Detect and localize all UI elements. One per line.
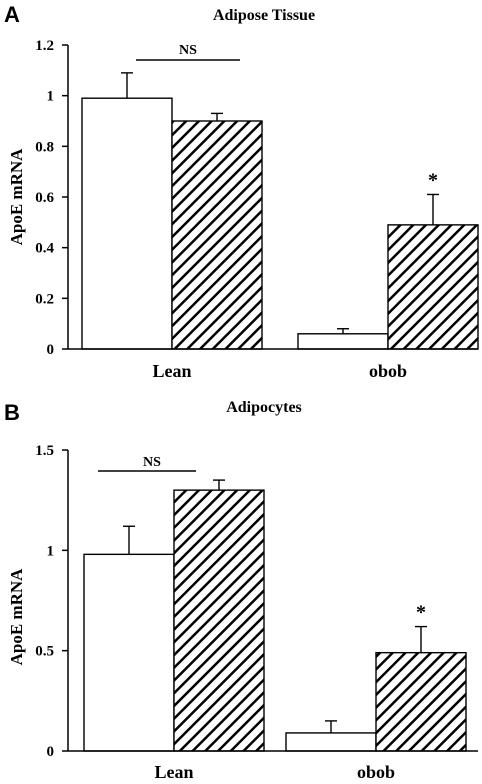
panel-b-y-tick-label: 0.5 [35, 644, 54, 660]
panel-a-category-label-lean: Lean [152, 361, 191, 381]
panel-b-bar-obob-series-2 [375, 651, 467, 752]
panel-a-y-tick-label: 1.2 [35, 38, 54, 54]
panel-b-bar-lean-series-2 [173, 489, 265, 752]
panel-a-title: Adipose Tissue [213, 7, 315, 24]
panel-a-y-tick-label: 0.4 [35, 241, 54, 257]
panel-a-letter: A [4, 2, 20, 27]
panel-a-bar-obob-series-1 [297, 333, 389, 350]
panel-b-ns-annotation: NS [143, 455, 161, 470]
panel-b-bar-obob-series-1 [285, 732, 377, 752]
panel-b-plot-area: Lean obob 0 0.5 1 1.5 NS * [35, 443, 478, 782]
panel-b-category-label-lean: Lean [154, 762, 193, 782]
panel-b-bar-lean-series-1 [83, 553, 175, 752]
panel-b-significance-asterisk: * [416, 602, 426, 624]
panel-a-y-tick-label: 0.6 [35, 190, 54, 206]
panel-a-bar-lean-series-1 [81, 97, 173, 350]
panel-a-y-tick-label: 0.8 [35, 139, 54, 155]
panel-a-bar-lean-series-2 [171, 120, 263, 350]
panel-b-title: Adipocytes [226, 399, 302, 416]
panel-a-y-tick-label: 0 [47, 342, 55, 358]
panel-b-y-axis-label: ApoE mRNA [7, 568, 26, 666]
panel-a-y-axis-label: ApoE mRNA [7, 148, 26, 246]
panel-b-chart: B Adipocytes ApoE mRNA Lean obob 0 0.5 1 1.5 N… [4, 399, 478, 782]
panel-a-y-tick-label: 1 [47, 89, 55, 105]
panel-a-category-label-obob: obob [369, 361, 407, 381]
panel-b-category-label-obob: obob [357, 762, 395, 782]
panel-a-plot-area: Lean obob 0 0.2 0.4 0.6 0.8 1 1.2 NS * [35, 38, 479, 381]
panel-b-letter: B [4, 400, 20, 425]
panel-b-y-tick-label: 1 [47, 543, 55, 559]
panel-a-significance-asterisk: * [428, 169, 438, 191]
panel-a-ns-annotation: NS [179, 43, 197, 58]
panel-a-bar-obob-series-2 [387, 224, 479, 350]
panel-b-y-tick-label: 1.5 [35, 443, 54, 459]
panel-a-y-tick-label: 0.2 [35, 291, 54, 307]
panel-a-chart: A Adipose Tissue ApoE mRNA Lean obob 0 0.2 0… [4, 2, 479, 381]
panel-b-y-tick-label: 0 [47, 744, 55, 760]
